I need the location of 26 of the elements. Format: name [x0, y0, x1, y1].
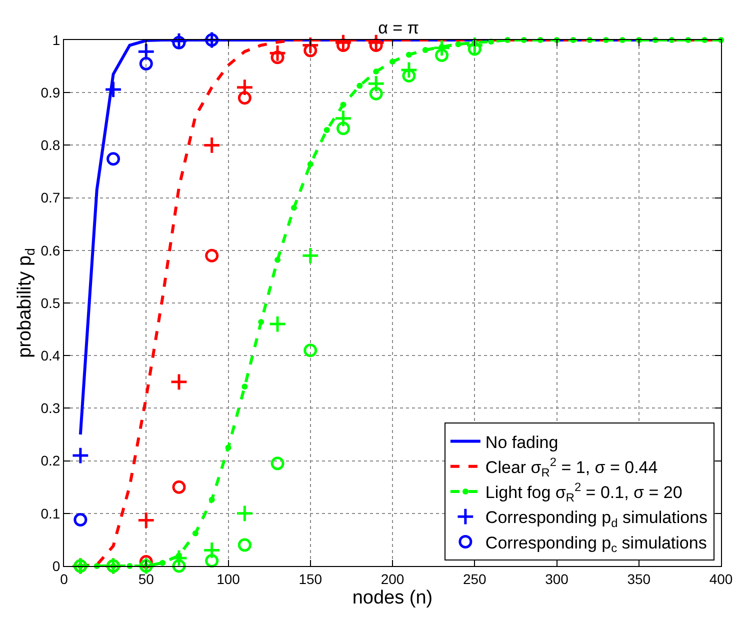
x-tick-label: 300	[545, 570, 569, 587]
y-tick-label: 1	[52, 32, 60, 48]
x-tick-label: 150	[298, 570, 322, 587]
y-tick-label: 0.8	[40, 137, 60, 154]
legend-label: Corresponding p$_{d}$ simulations	[485, 508, 708, 530]
y-tick-label: 0.7	[40, 190, 60, 206]
x-tick-label: 250	[462, 570, 487, 587]
y-tick-label: 0.4	[40, 348, 60, 364]
y-tick-label: 0.9	[40, 84, 60, 100]
x-tick-label: 50	[138, 570, 154, 587]
legend-label: No fading	[485, 432, 558, 452]
x-tick-label: 100	[216, 570, 240, 587]
y-tick-label: 0.6	[40, 242, 60, 258]
y-tick-label: 0.3	[40, 400, 60, 416]
y-tick-label: 0.2	[40, 452, 60, 469]
y-tick-label: 0.1	[40, 505, 60, 522]
x-tick-label: 400	[709, 570, 733, 587]
legend-label: Light fog σ$_{R}$$^{2}$ = 0.1, σ = 20	[485, 480, 682, 505]
x-tick-label: 350	[627, 570, 651, 587]
x-axis-title: nodes (n)	[352, 588, 433, 609]
legend-label: Corresponding p$_{c}$ simulations	[485, 533, 707, 555]
y-tick-label: 0	[52, 558, 60, 574]
x-tick-label: 200	[380, 570, 404, 587]
y-tick-label: 0.5	[40, 294, 60, 311]
chart-title: α = π	[378, 18, 420, 38]
legend-label: Clear σ$_{R}$$^{2}$ = 1, σ = 0.44	[485, 454, 658, 480]
